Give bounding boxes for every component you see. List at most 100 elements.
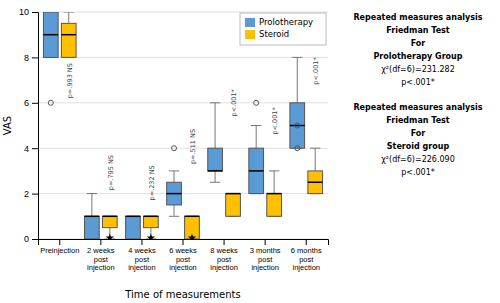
tick-label: 10 bbox=[19, 7, 29, 17]
whisker bbox=[174, 171, 175, 182]
whisker-cap bbox=[292, 57, 302, 58]
whisker bbox=[274, 171, 275, 194]
axis-line bbox=[32, 13, 39, 240]
whisker-cap bbox=[210, 182, 220, 183]
whisker-cap bbox=[251, 125, 261, 126]
whisker bbox=[68, 12, 69, 23]
whisker-cap bbox=[269, 170, 279, 171]
note-heading: Friedman Test bbox=[386, 26, 450, 35]
tick: 8 bbox=[24, 53, 38, 63]
median bbox=[208, 170, 223, 172]
outlier bbox=[254, 100, 259, 105]
x-axis-title: Time of measurements bbox=[124, 289, 240, 300]
p-label: p=.795 NS bbox=[107, 155, 115, 190]
p-label: p<.001* bbox=[230, 88, 238, 116]
note-heading: Friedman Test bbox=[386, 116, 450, 125]
outlier bbox=[172, 146, 177, 151]
box bbox=[308, 171, 323, 194]
median bbox=[249, 170, 264, 172]
median bbox=[85, 216, 100, 218]
tick-mark bbox=[32, 103, 38, 104]
tick-label: 6 bbox=[24, 98, 29, 108]
median bbox=[144, 216, 159, 218]
tick-label: 0 bbox=[24, 234, 29, 244]
notes: Repeated measures analysis Friedman Test F… bbox=[353, 13, 482, 177]
tick-label: 2 weekspostinjection bbox=[87, 246, 115, 272]
outlier bbox=[295, 123, 300, 128]
median bbox=[167, 193, 182, 195]
box bbox=[226, 194, 241, 217]
tick-mark bbox=[32, 12, 38, 13]
box bbox=[167, 182, 182, 205]
tick-mark bbox=[306, 239, 307, 245]
chart: 0246810Preinjection2 weekspostinjection4… bbox=[0, 0, 500, 303]
box bbox=[126, 216, 141, 239]
outlier bbox=[147, 233, 155, 239]
whisker bbox=[215, 103, 216, 148]
box bbox=[144, 216, 159, 227]
outlier bbox=[188, 233, 196, 239]
tick-mark bbox=[32, 148, 38, 149]
note-text: p<.001* bbox=[401, 78, 435, 87]
tick-mark bbox=[265, 239, 266, 245]
tick: Preinjection bbox=[40, 239, 79, 255]
legend-swatch bbox=[245, 30, 255, 39]
whisker-cap bbox=[310, 148, 320, 149]
whisker-cap bbox=[64, 12, 74, 13]
tick: 10 bbox=[19, 7, 38, 17]
legend-frame bbox=[240, 13, 326, 45]
tick-label: 6 weekspostinjection bbox=[169, 246, 197, 272]
outlier bbox=[106, 233, 114, 239]
tick-label: 8 weekspostinjection bbox=[210, 246, 238, 272]
series bbox=[43, 12, 304, 239]
tick-label: 8 bbox=[24, 53, 29, 63]
median bbox=[43, 34, 58, 36]
tick: 6 bbox=[24, 98, 38, 108]
box bbox=[61, 23, 76, 57]
tick-label: 4 weekspostinjection bbox=[128, 246, 156, 272]
legend-label: Prolotherapy bbox=[259, 17, 313, 27]
p-label: p<.001* bbox=[271, 107, 279, 135]
box bbox=[267, 194, 282, 217]
p-label: p=.232 NS bbox=[148, 165, 156, 200]
tick-mark bbox=[32, 194, 38, 195]
grid-line bbox=[38, 12, 328, 13]
tick-mark bbox=[183, 239, 184, 245]
legend-label: Steroid bbox=[259, 29, 289, 39]
box bbox=[85, 216, 100, 239]
p-label: p<.001* bbox=[312, 57, 320, 85]
whisker-cap bbox=[87, 193, 97, 194]
note-text: p<.001* bbox=[401, 168, 435, 177]
whisker bbox=[215, 171, 216, 182]
whisker-cap bbox=[210, 102, 220, 103]
median bbox=[102, 216, 117, 218]
median bbox=[61, 34, 76, 36]
note-heading: For bbox=[411, 39, 426, 48]
tick-label: Preinjection bbox=[40, 246, 79, 255]
grid bbox=[38, 12, 328, 239]
tick: 6 weekspostinjection bbox=[169, 239, 197, 272]
median bbox=[267, 193, 282, 195]
note-text: χ²(df=6)=226.090 bbox=[381, 155, 455, 164]
box bbox=[290, 103, 305, 148]
p-label: p=.993 NS bbox=[66, 63, 74, 98]
median bbox=[226, 193, 241, 195]
tick-mark bbox=[32, 57, 38, 58]
median bbox=[290, 125, 305, 127]
whisker bbox=[256, 126, 257, 149]
outlier bbox=[295, 146, 300, 151]
whisker bbox=[315, 148, 316, 171]
whisker bbox=[174, 205, 175, 216]
grid-line bbox=[38, 148, 328, 149]
legend: Prolotherapy Steroid bbox=[240, 13, 326, 45]
note-heading: Repeated measures analysis bbox=[353, 13, 482, 22]
note-heading: For bbox=[411, 129, 426, 138]
legend-swatch bbox=[245, 18, 255, 27]
box bbox=[208, 148, 223, 171]
series bbox=[61, 12, 322, 239]
tick: 3 monthspostinjection bbox=[250, 239, 281, 272]
annotations: p=.993 NSp=.795 NSp=.232 NSp=.511 NSp<.0… bbox=[66, 57, 320, 201]
grid-line bbox=[38, 57, 328, 58]
box bbox=[102, 216, 117, 227]
grid-line bbox=[38, 102, 328, 103]
